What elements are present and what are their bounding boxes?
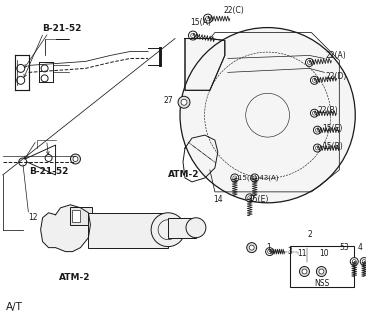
- Circle shape: [360, 258, 367, 266]
- Circle shape: [302, 269, 307, 274]
- Text: 15(E): 15(E): [322, 124, 343, 132]
- Text: B-21-52: B-21-52: [43, 24, 82, 33]
- Circle shape: [305, 59, 313, 67]
- Text: 22(D): 22(D): [326, 72, 347, 81]
- Text: 12: 12: [29, 213, 38, 222]
- Text: 15(A) 43(A): 15(A) 43(A): [238, 175, 278, 181]
- Text: 22(C): 22(C): [224, 6, 244, 15]
- Text: 53: 53: [339, 243, 349, 252]
- Text: 22(A): 22(A): [326, 51, 346, 60]
- Circle shape: [313, 144, 321, 152]
- Circle shape: [310, 109, 319, 117]
- Text: 22(B): 22(B): [317, 106, 338, 115]
- Circle shape: [246, 194, 254, 202]
- Circle shape: [319, 269, 324, 274]
- Polygon shape: [185, 38, 225, 90]
- Circle shape: [45, 155, 52, 162]
- Text: B-21-52: B-21-52: [29, 167, 68, 176]
- Text: 14: 14: [213, 195, 222, 204]
- Circle shape: [73, 156, 78, 162]
- Circle shape: [310, 76, 319, 84]
- Text: NSS: NSS: [315, 279, 330, 288]
- Text: 10: 10: [319, 249, 329, 258]
- Circle shape: [181, 99, 187, 105]
- Circle shape: [299, 267, 309, 276]
- Circle shape: [151, 213, 185, 247]
- Polygon shape: [41, 205, 90, 252]
- Text: 1: 1: [267, 243, 271, 252]
- Circle shape: [178, 96, 190, 108]
- Text: 11: 11: [298, 249, 307, 258]
- Text: 4: 4: [357, 243, 362, 252]
- Circle shape: [17, 64, 25, 72]
- Circle shape: [70, 154, 80, 164]
- Circle shape: [189, 31, 197, 40]
- Circle shape: [41, 65, 48, 72]
- Text: 2: 2: [308, 230, 312, 239]
- Circle shape: [203, 14, 212, 23]
- Circle shape: [180, 28, 355, 203]
- Circle shape: [41, 75, 48, 82]
- Circle shape: [316, 267, 326, 276]
- Text: 15(A): 15(A): [190, 18, 211, 27]
- Text: 15(B): 15(B): [322, 141, 343, 151]
- Text: A/T: A/T: [6, 302, 23, 312]
- Circle shape: [350, 258, 358, 266]
- Circle shape: [251, 174, 259, 182]
- Circle shape: [247, 243, 257, 252]
- Circle shape: [19, 158, 27, 166]
- Text: 15(E): 15(E): [248, 195, 268, 204]
- Circle shape: [313, 126, 321, 134]
- Bar: [88, 213, 168, 248]
- Text: ATM-2: ATM-2: [168, 171, 200, 180]
- Text: ATM-2: ATM-2: [59, 273, 90, 282]
- Circle shape: [17, 76, 25, 84]
- Circle shape: [249, 245, 254, 250]
- Text: 27: 27: [163, 96, 173, 105]
- Bar: [168, 218, 196, 238]
- Bar: [70, 207, 92, 225]
- Circle shape: [266, 248, 274, 256]
- Bar: [73, 210, 80, 222]
- Circle shape: [186, 218, 206, 238]
- Bar: [290, 246, 354, 287]
- Text: 3: 3: [288, 247, 292, 256]
- Circle shape: [231, 174, 239, 182]
